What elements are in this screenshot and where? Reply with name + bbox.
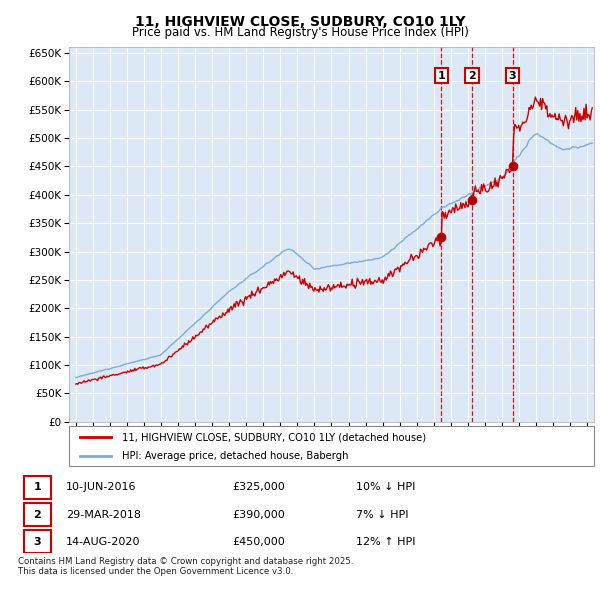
Text: 2: 2 xyxy=(34,510,41,520)
Text: 3: 3 xyxy=(34,537,41,547)
FancyBboxPatch shape xyxy=(69,426,594,466)
Text: 29-MAR-2018: 29-MAR-2018 xyxy=(66,510,141,520)
Text: 1: 1 xyxy=(437,71,445,81)
Text: Price paid vs. HM Land Registry's House Price Index (HPI): Price paid vs. HM Land Registry's House … xyxy=(131,26,469,39)
Text: £390,000: £390,000 xyxy=(232,510,285,520)
Text: 11, HIGHVIEW CLOSE, SUDBURY, CO10 1LY: 11, HIGHVIEW CLOSE, SUDBURY, CO10 1LY xyxy=(134,15,466,30)
Text: 14-AUG-2020: 14-AUG-2020 xyxy=(66,537,140,547)
FancyBboxPatch shape xyxy=(23,476,51,499)
Text: 2: 2 xyxy=(468,71,476,81)
Text: 3: 3 xyxy=(509,71,517,81)
Text: 10% ↓ HPI: 10% ↓ HPI xyxy=(356,483,416,492)
Text: £325,000: £325,000 xyxy=(232,483,285,492)
Text: £450,000: £450,000 xyxy=(232,537,285,547)
Text: 11, HIGHVIEW CLOSE, SUDBURY, CO10 1LY (detached house): 11, HIGHVIEW CLOSE, SUDBURY, CO10 1LY (d… xyxy=(121,432,425,442)
Text: 10-JUN-2016: 10-JUN-2016 xyxy=(66,483,136,492)
Text: 1: 1 xyxy=(34,483,41,492)
Text: 7% ↓ HPI: 7% ↓ HPI xyxy=(356,510,409,520)
Text: Contains HM Land Registry data © Crown copyright and database right 2025.
This d: Contains HM Land Registry data © Crown c… xyxy=(18,557,353,576)
FancyBboxPatch shape xyxy=(23,530,51,553)
Text: HPI: Average price, detached house, Babergh: HPI: Average price, detached house, Babe… xyxy=(121,451,348,461)
FancyBboxPatch shape xyxy=(23,503,51,526)
Text: 12% ↑ HPI: 12% ↑ HPI xyxy=(356,537,416,547)
